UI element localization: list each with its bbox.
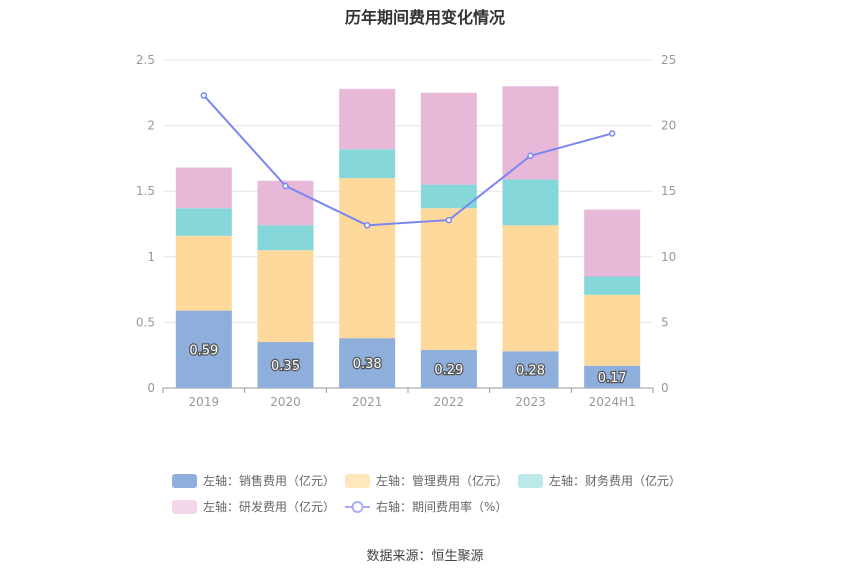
x-tick-label: 2021 <box>352 395 383 409</box>
rate-point <box>445 216 453 224</box>
legend-swatch <box>518 473 543 488</box>
rate-point <box>363 222 371 229</box>
legend-label: 左轴：财务费用（亿元） <box>549 474 682 488</box>
bar-segment <box>339 149 396 179</box>
bar-segment <box>339 88 396 150</box>
right-tick-label: 5 <box>661 315 669 329</box>
left-tick-label: 2 <box>147 119 155 133</box>
bar-segment <box>175 208 232 236</box>
legend-swatch <box>172 473 197 488</box>
legend-item[interactable]: 左轴：研发费用（亿元） <box>172 498 335 515</box>
bar-data-label: 0.59 <box>189 343 218 358</box>
bar-segment <box>584 365 641 388</box>
bar-segment <box>502 225 559 352</box>
legend-swatch <box>172 499 197 514</box>
data-source: 数据来源：恒生聚源 <box>366 549 484 564</box>
rate-point <box>527 152 534 160</box>
bar-data-label: 0.29 <box>434 363 463 378</box>
bar-segment <box>175 235 232 311</box>
bar-segment <box>584 209 641 277</box>
bar-data-label: 0.38 <box>353 357 382 372</box>
bar-segment <box>420 184 477 209</box>
right-tick-label: 10 <box>661 250 676 264</box>
legend-label: 左轴：管理费用（亿元） <box>376 474 509 488</box>
rate-line <box>203 94 613 227</box>
right-tick-label: 15 <box>661 184 676 198</box>
x-tick-label: 2023 <box>515 395 546 409</box>
legend-item[interactable]: 左轴：管理费用（亿元） <box>345 472 508 489</box>
legend-label: 左轴：研发费用（亿元） <box>203 500 336 514</box>
left-tick-label: 2.5 <box>136 53 155 67</box>
legend-line-marker <box>345 500 370 513</box>
chart-title: 历年期间费用变化情况 <box>344 8 505 27</box>
bar-segment <box>420 92 477 185</box>
x-tick-label: 2019 <box>189 395 220 409</box>
bar-segment <box>339 338 396 388</box>
right-tick-label: 20 <box>661 119 676 133</box>
right-tick-label: 25 <box>661 53 676 67</box>
bar-data-label: 0.35 <box>271 359 300 374</box>
bar-segment <box>257 250 314 343</box>
bar-segment <box>502 86 559 180</box>
bar-segment <box>584 294 641 366</box>
bar-segment <box>584 276 641 295</box>
left-tick-label: 0 <box>147 381 155 395</box>
x-tick-label: 2020 <box>270 395 301 409</box>
x-tick-label: 2024H1 <box>589 395 636 409</box>
bar-data-label: 0.17 <box>598 371 627 386</box>
bar-segment <box>502 179 559 226</box>
legend-label: 左轴：销售费用（亿元） <box>203 474 336 488</box>
rate-point <box>282 182 289 190</box>
legend-label: 右轴：期间费用率（%） <box>376 500 508 514</box>
right-tick-label: 0 <box>661 381 669 395</box>
bar-segment <box>257 225 314 251</box>
legend-item[interactable]: 左轴：销售费用（亿元） <box>172 472 335 489</box>
bar-segment <box>502 351 559 388</box>
rate-point <box>200 92 208 99</box>
legend-item[interactable]: 左轴：财务费用（亿元） <box>518 472 681 489</box>
left-tick-label: 1 <box>147 250 155 264</box>
chart-plot: 0 0.5 1 1.5 2 2.5 0 5 10 15 20 25 2019 2020 2021 2022 20… <box>136 53 676 409</box>
left-tick-label: 1.5 <box>136 184 155 198</box>
bar-segment <box>175 310 232 388</box>
bar-data-label: 0.28 <box>516 364 545 379</box>
bar-segment <box>257 342 314 388</box>
legend-swatch <box>345 473 370 488</box>
bar-segment <box>420 208 477 350</box>
bar-segment <box>339 178 396 339</box>
bar-segment <box>420 349 477 388</box>
bar-segment <box>175 167 232 209</box>
left-tick-label: 0.5 <box>136 315 155 329</box>
x-tick-label: 2022 <box>434 395 465 409</box>
legend-item[interactable]: 右轴：期间费用率（%） <box>345 498 507 515</box>
rate-point <box>608 130 616 137</box>
